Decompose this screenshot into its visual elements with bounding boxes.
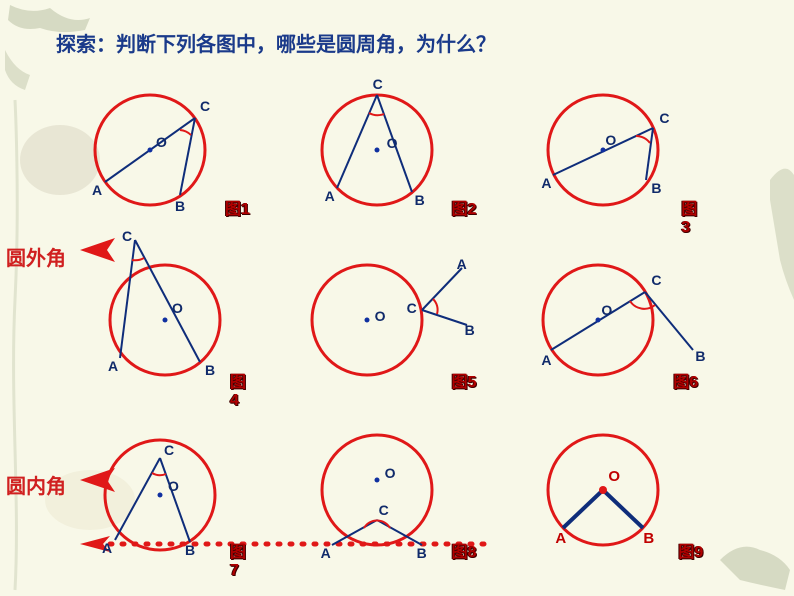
label-A: A bbox=[555, 530, 566, 547]
label-B: B bbox=[417, 545, 427, 561]
label-B: B bbox=[205, 362, 215, 378]
label-O: O bbox=[156, 134, 167, 150]
figure-8: C A B O 图8 bbox=[307, 420, 477, 570]
label-A: A bbox=[457, 256, 467, 272]
label-A: A bbox=[321, 545, 331, 561]
label-C: C bbox=[200, 98, 210, 114]
label-B: B bbox=[415, 192, 425, 208]
figure-9: O A B 图9 bbox=[533, 420, 703, 570]
label-B: B bbox=[175, 198, 185, 214]
label-O: O bbox=[168, 478, 179, 494]
label-A: A bbox=[108, 358, 118, 374]
label-A: A bbox=[541, 352, 551, 368]
fig-label-3: 图3 bbox=[681, 195, 703, 237]
figure-6: C A B O 图6 bbox=[533, 250, 703, 400]
label-C: C bbox=[164, 442, 174, 458]
fig-label-1: 图1 bbox=[225, 195, 250, 219]
fig-label-4: 图4 bbox=[230, 368, 250, 410]
label-B: B bbox=[465, 322, 475, 338]
label-O: O bbox=[172, 300, 183, 316]
label-outer-angle: 圆外角 bbox=[6, 242, 66, 271]
label-B: B bbox=[185, 542, 195, 558]
label-C: C bbox=[407, 300, 417, 316]
figure-grid: C A B O 图1 C A B O 图2 C A B O 图3 bbox=[80, 80, 720, 570]
fig-label-9: 图9 bbox=[678, 538, 703, 562]
label-O: O bbox=[387, 135, 398, 151]
label-inner-angle: 圆内角 bbox=[6, 470, 66, 499]
figure-1: C A B O 图1 bbox=[80, 80, 250, 230]
figure-5: C A B O 图5 bbox=[307, 250, 477, 400]
page-title: 探索：判断下列各图中，哪些是圆周角，为什么？ bbox=[56, 28, 496, 57]
label-C: C bbox=[122, 228, 132, 244]
label-B: B bbox=[695, 348, 705, 364]
fig-label-2: 图2 bbox=[452, 195, 477, 219]
label-B: B bbox=[651, 180, 661, 196]
label-C: C bbox=[651, 272, 661, 288]
fig-label-6: 图6 bbox=[673, 368, 698, 392]
label-A: A bbox=[102, 540, 112, 556]
fig-label-5: 图5 bbox=[452, 368, 477, 392]
label-A: A bbox=[541, 175, 551, 191]
figure-4: C A B O 图4 bbox=[80, 250, 250, 400]
figure-3: C A B O 图3 bbox=[533, 80, 703, 230]
label-A: A bbox=[92, 182, 102, 198]
figure-7: C A B O 图7 bbox=[80, 420, 250, 570]
label-A: A bbox=[325, 188, 335, 204]
fig-label-8: 图8 bbox=[452, 538, 477, 562]
label-C: C bbox=[379, 502, 389, 518]
figure-2: C A B O 图2 bbox=[307, 80, 477, 230]
label-O: O bbox=[375, 308, 386, 324]
label-B: B bbox=[643, 530, 654, 547]
label-O: O bbox=[608, 468, 620, 485]
fig-label-7: 图7 bbox=[230, 538, 250, 580]
label-O: O bbox=[605, 132, 616, 148]
label-O: O bbox=[601, 302, 612, 318]
label-O: O bbox=[385, 465, 396, 481]
label-C: C bbox=[659, 110, 669, 126]
label-C: C bbox=[373, 76, 383, 92]
